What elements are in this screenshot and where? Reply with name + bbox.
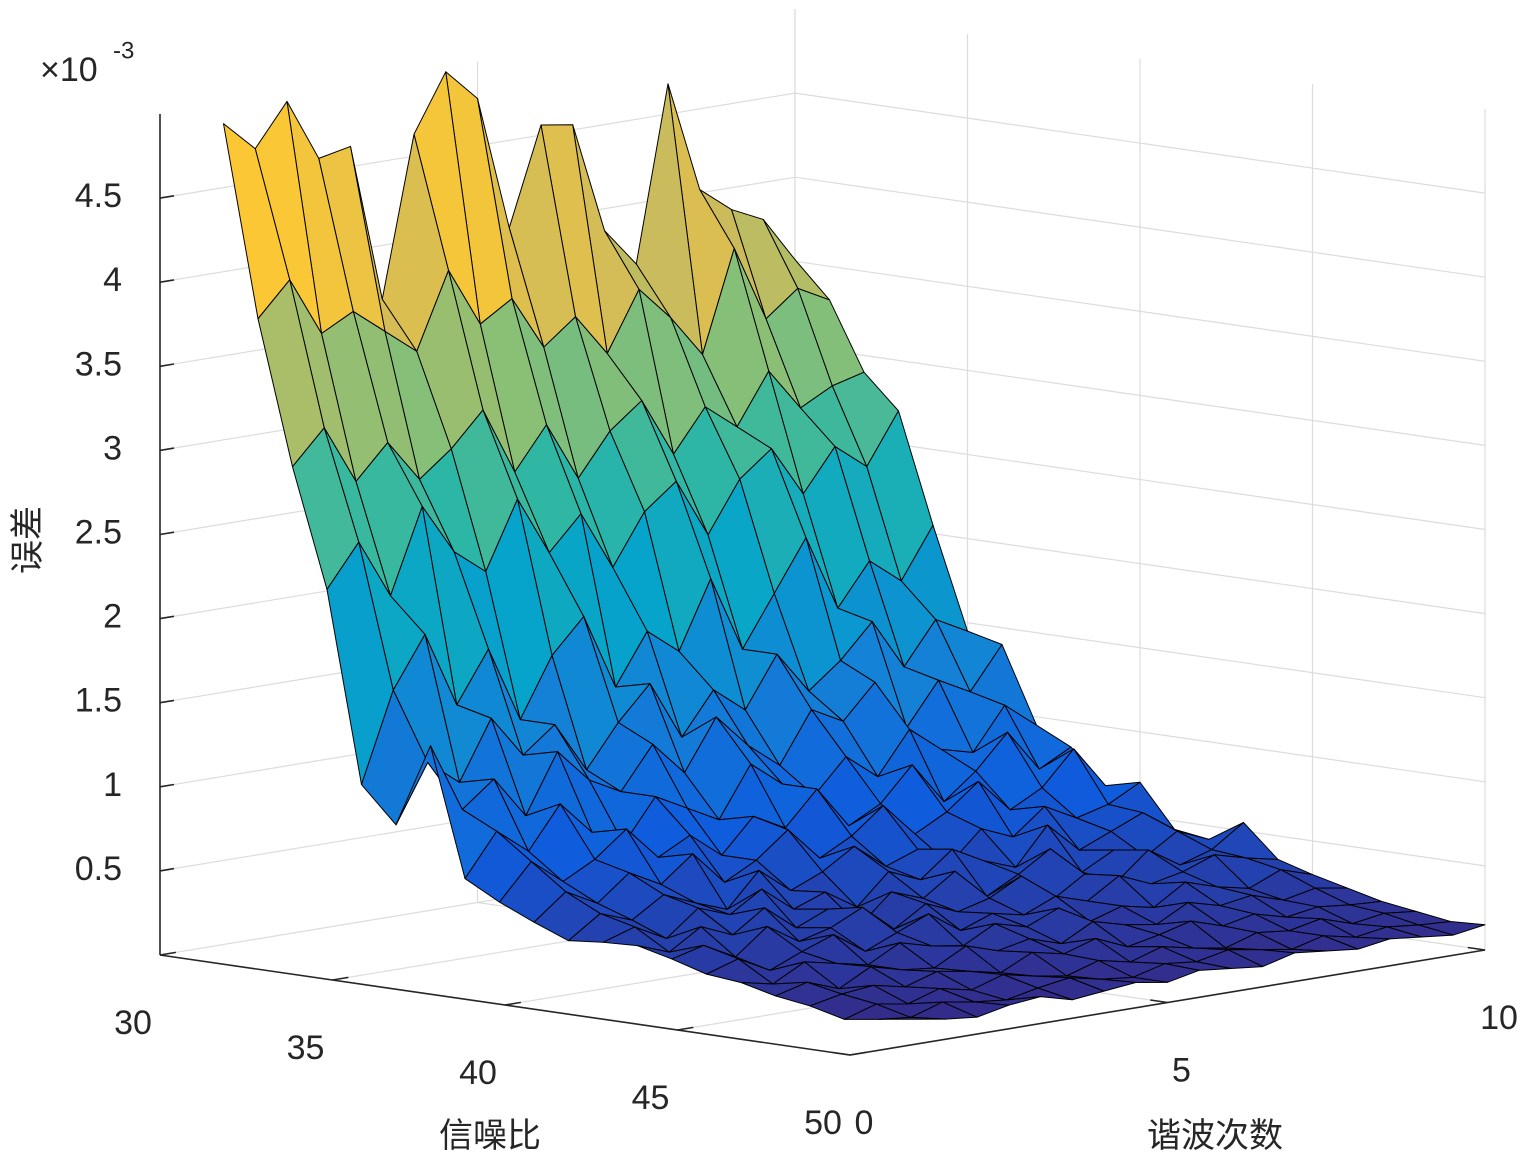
z-tick-label: 4 bbox=[103, 261, 122, 299]
x-tick-label: 30 bbox=[114, 1004, 152, 1042]
y-tick-label: 5 bbox=[1172, 1051, 1191, 1089]
z-tick-label: 0.5 bbox=[75, 850, 122, 888]
x-tick-label: 50 bbox=[804, 1104, 842, 1142]
x-axis-label: 信噪比 bbox=[439, 1117, 541, 1155]
x-tick bbox=[332, 976, 349, 981]
y-tick bbox=[832, 1051, 851, 1056]
z-tick-label: 1 bbox=[103, 766, 122, 804]
z-tick-label: 3 bbox=[103, 429, 122, 467]
x-tick bbox=[504, 1001, 522, 1006]
z-tick bbox=[159, 699, 175, 704]
x-tick-label: 45 bbox=[632, 1079, 670, 1117]
x-tick-label: 40 bbox=[459, 1054, 497, 1092]
y-axis-label: 谐波次数 bbox=[1147, 1117, 1283, 1155]
y-tick bbox=[1467, 946, 1486, 951]
z-tick bbox=[159, 363, 175, 368]
y-tick-label: 10 bbox=[1480, 999, 1518, 1037]
surface-patch bbox=[878, 1016, 946, 1020]
z-tick-label: 2 bbox=[103, 598, 122, 636]
axes: 0.5 1 1.5 2 2.5 3 3.5 4 4.5 30 35 40 45 50 0 5 10 bbox=[75, 114, 1518, 1142]
z-tick bbox=[159, 867, 175, 872]
z-tick bbox=[159, 195, 175, 199]
x-tick bbox=[677, 1026, 694, 1031]
z-tick-label: 4.5 bbox=[75, 177, 122, 215]
x-tick bbox=[849, 1051, 867, 1056]
surface bbox=[223, 71, 1486, 1020]
z-tick bbox=[159, 615, 175, 620]
z-tick bbox=[159, 531, 175, 536]
z-axis-label: 误差 bbox=[9, 506, 47, 574]
z-tick bbox=[159, 783, 175, 788]
z-tick bbox=[159, 279, 175, 283]
z-exponent: -3 bbox=[113, 37, 134, 64]
y-tick-label: 0 bbox=[855, 1104, 874, 1142]
z-tick bbox=[159, 447, 175, 452]
z-tick-label: 2.5 bbox=[75, 513, 122, 551]
y-tick bbox=[1150, 999, 1168, 1004]
z-tick-label: 1.5 bbox=[75, 682, 122, 720]
z-exponent-base: ×10 bbox=[40, 51, 98, 89]
x-tick bbox=[159, 951, 177, 956]
z-tick-label: 3.5 bbox=[75, 345, 122, 383]
x-tick-label: 35 bbox=[287, 1029, 325, 1067]
